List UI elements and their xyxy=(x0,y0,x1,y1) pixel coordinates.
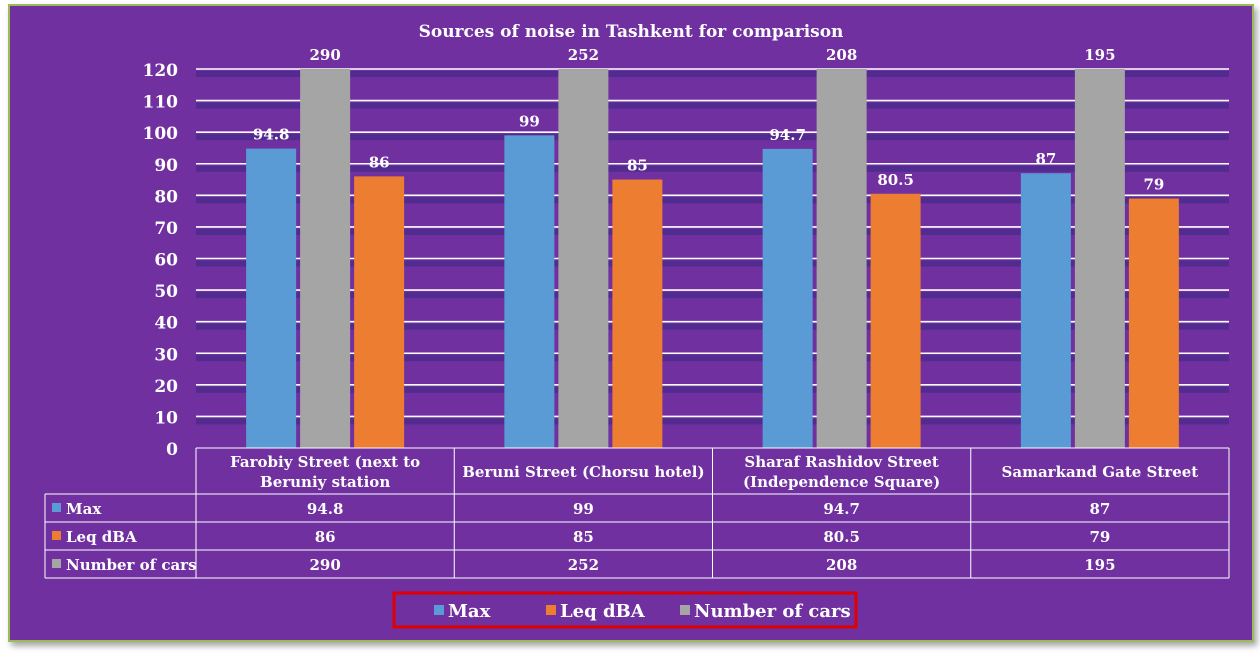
y-tick-label: 10 xyxy=(154,408,178,428)
data-label: 195 xyxy=(1084,46,1115,64)
gridline-band xyxy=(196,197,1229,204)
bar-number-of-cars xyxy=(816,69,867,448)
gridline-band xyxy=(196,418,1229,425)
bar-max xyxy=(1020,173,1071,448)
y-tick-label: 40 xyxy=(154,314,178,334)
y-tick-label: 20 xyxy=(154,377,178,397)
table-cell: 87 xyxy=(1089,500,1110,518)
y-tick-label: 50 xyxy=(154,282,178,302)
chart-svg: Sources of noise in Tashkent for compari… xyxy=(44,22,1230,629)
y-tick-label: 60 xyxy=(154,251,178,271)
y-tick-label: 70 xyxy=(154,219,178,239)
data-label: 290 xyxy=(309,46,340,64)
y-tick-label: 80 xyxy=(154,187,178,207)
y-tick-label: 0 xyxy=(166,440,178,460)
table-legend-key xyxy=(52,503,61,512)
gridline-band xyxy=(196,134,1229,141)
y-tick-label: 30 xyxy=(154,345,178,365)
data-label: 252 xyxy=(568,46,599,64)
category-label: (Independence Square) xyxy=(743,473,940,491)
legend-swatch xyxy=(434,605,444,615)
table-row-header: Leq dBA xyxy=(66,528,137,546)
bar-leq-dba xyxy=(1128,198,1179,448)
table-cell: 94.7 xyxy=(823,500,860,518)
table-cell: 85 xyxy=(573,528,594,546)
data-label: 85 xyxy=(627,157,648,175)
bar-max xyxy=(246,148,297,448)
y-tick-label: 120 xyxy=(143,61,179,81)
y-tick-label: 90 xyxy=(154,156,178,176)
category-label: Beruni Street (Chorsu hotel) xyxy=(462,463,704,481)
legend-label: Max xyxy=(448,601,491,622)
gridline-band xyxy=(196,323,1229,330)
table-row-header: Number of cars xyxy=(66,556,197,574)
table-cell: 252 xyxy=(568,556,599,574)
bar-number-of-cars xyxy=(1074,69,1125,448)
table-row-header: Max xyxy=(66,500,102,518)
data-label: 208 xyxy=(826,46,857,64)
legend-swatch xyxy=(546,605,556,615)
bar-leq-dba xyxy=(354,176,405,448)
y-tick-label: 100 xyxy=(143,124,179,144)
table-cell: 94.8 xyxy=(307,500,344,518)
table-cell: 79 xyxy=(1089,528,1110,546)
gridline-band xyxy=(196,102,1229,109)
category-label: Samarkand Gate Street xyxy=(1002,463,1199,481)
chart-title: Sources of noise in Tashkent for compari… xyxy=(419,22,844,42)
chart-frame: Sources of noise in Tashkent for compari… xyxy=(8,4,1254,642)
y-tick-label: 110 xyxy=(143,93,179,113)
table-legend-key xyxy=(52,531,61,540)
category-label: Beruniy station xyxy=(260,473,390,491)
data-label: 94.7 xyxy=(769,126,806,144)
data-label: 94.8 xyxy=(253,126,290,144)
bar-leq-dba xyxy=(870,193,921,448)
gridline-band xyxy=(196,71,1229,77)
bar-number-of-cars xyxy=(300,69,351,448)
gridline-band xyxy=(196,355,1229,362)
data-label: 79 xyxy=(1143,175,1164,193)
gridline-band xyxy=(196,165,1229,172)
data-label: 99 xyxy=(519,112,540,130)
bar-number-of-cars xyxy=(558,69,609,448)
bar-max xyxy=(504,135,555,448)
table-legend-key xyxy=(52,559,61,568)
legend-swatch xyxy=(680,605,690,615)
gridline-band xyxy=(196,292,1229,299)
table-cell: 80.5 xyxy=(823,528,860,546)
legend-box xyxy=(392,591,858,629)
table-cell: 86 xyxy=(315,528,336,546)
legend-label: Number of cars xyxy=(694,601,851,622)
data-label: 86 xyxy=(369,153,390,171)
legend-label: Leq dBA xyxy=(560,601,646,622)
data-label: 87 xyxy=(1035,150,1056,168)
table-cell: 290 xyxy=(309,556,340,574)
bar-leq-dba xyxy=(612,179,663,448)
data-label: 80.5 xyxy=(877,171,914,189)
category-label: Farobiy Street (next to xyxy=(230,453,420,471)
table-cell: 99 xyxy=(573,500,594,518)
gridline-band xyxy=(196,260,1229,267)
gridline-band xyxy=(196,228,1229,235)
gridline-band xyxy=(196,386,1229,393)
bar-max xyxy=(762,148,813,449)
category-label: Sharaf Rashidov Street xyxy=(744,453,939,471)
table-cell: 195 xyxy=(1084,556,1115,574)
table-cell: 208 xyxy=(826,556,857,574)
